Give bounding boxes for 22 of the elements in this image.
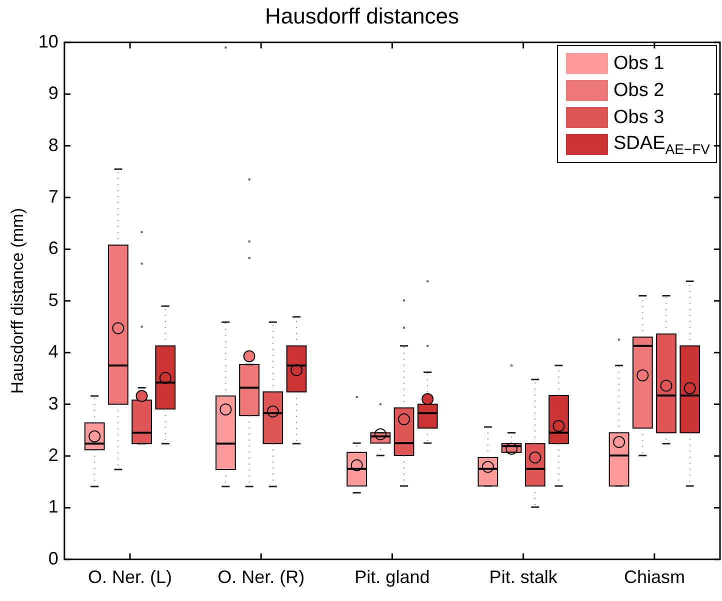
legend-label: Obs 1 [614, 52, 664, 75]
legend-label: SDAE$_{AE−FV}$ [614, 132, 710, 157]
y-tick-label: 5 [48, 290, 58, 310]
x-tick-label: Pit. stalk [489, 567, 558, 588]
y-tick-label: 6 [48, 238, 58, 258]
y-tick-label: 0 [48, 548, 58, 568]
x-tick-label: O. Ner. (L) [88, 567, 172, 588]
x-tick-label: Chiasm [624, 567, 685, 588]
y-tick-label: 3 [48, 393, 58, 414]
y-tick-label: 9 [48, 83, 58, 104]
y-tick-label: 1 [48, 496, 58, 517]
x-tick-label: O. Ner. (R) [218, 567, 305, 588]
y-tick-label: 2 [48, 444, 58, 465]
y-axis-title: Hausdorff distance (mm) [8, 208, 27, 394]
y-tick-label: 7 [48, 186, 58, 206]
y-tick-label: 8 [48, 134, 58, 155]
y-tick-label: 10 [38, 31, 58, 52]
legend-label: Obs 2 [614, 80, 664, 102]
y-tick-label: 4 [48, 342, 58, 362]
chart-title: Hausdorff distances [264, 3, 460, 28]
legend-label: Obs 3 [614, 106, 664, 129]
x-tick-label: Pit. gland [354, 567, 430, 588]
